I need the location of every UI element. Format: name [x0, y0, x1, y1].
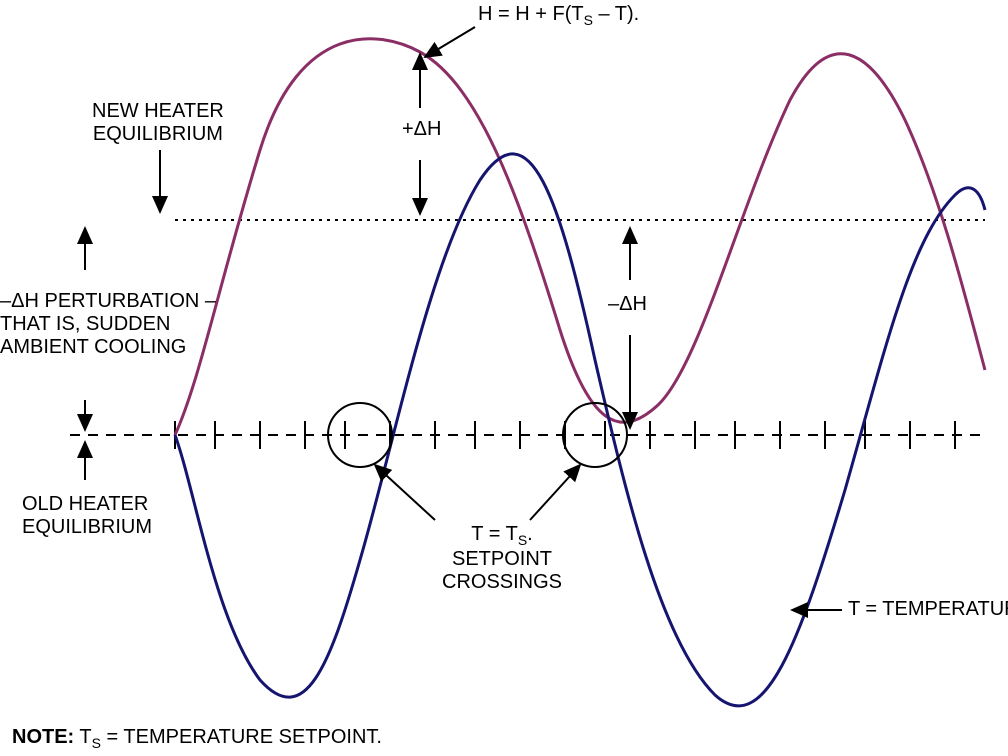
equation-label: H = H + F(TS – T). [478, 3, 639, 28]
setpoint-crossings-label: T = TS. SETPOINT CROSSINGS [442, 523, 562, 594]
minus-delta-h-label: –ΔH [608, 293, 647, 316]
plus-delta-h-label: +ΔH [402, 118, 441, 141]
t-curve [175, 154, 985, 706]
perturbation-label: –ΔH PERTURBATION – THAT IS, SUDDEN AMBIE… [0, 290, 216, 359]
h-curve [175, 39, 985, 435]
new-equilibrium-label: NEW HEATER EQUILIBRIUM [92, 100, 224, 146]
temperature-label: T = TEMPERATURE. [848, 598, 1008, 621]
note-label: NOTE: TS = TEMPERATURE SETPOINT. [12, 726, 382, 751]
diagram-container: H = H + F(TS – T). NEW HEATER EQUILIBRIU… [0, 0, 1008, 756]
old-equilibrium-label: OLD HEATER EQUILIBRIUM [22, 493, 152, 539]
